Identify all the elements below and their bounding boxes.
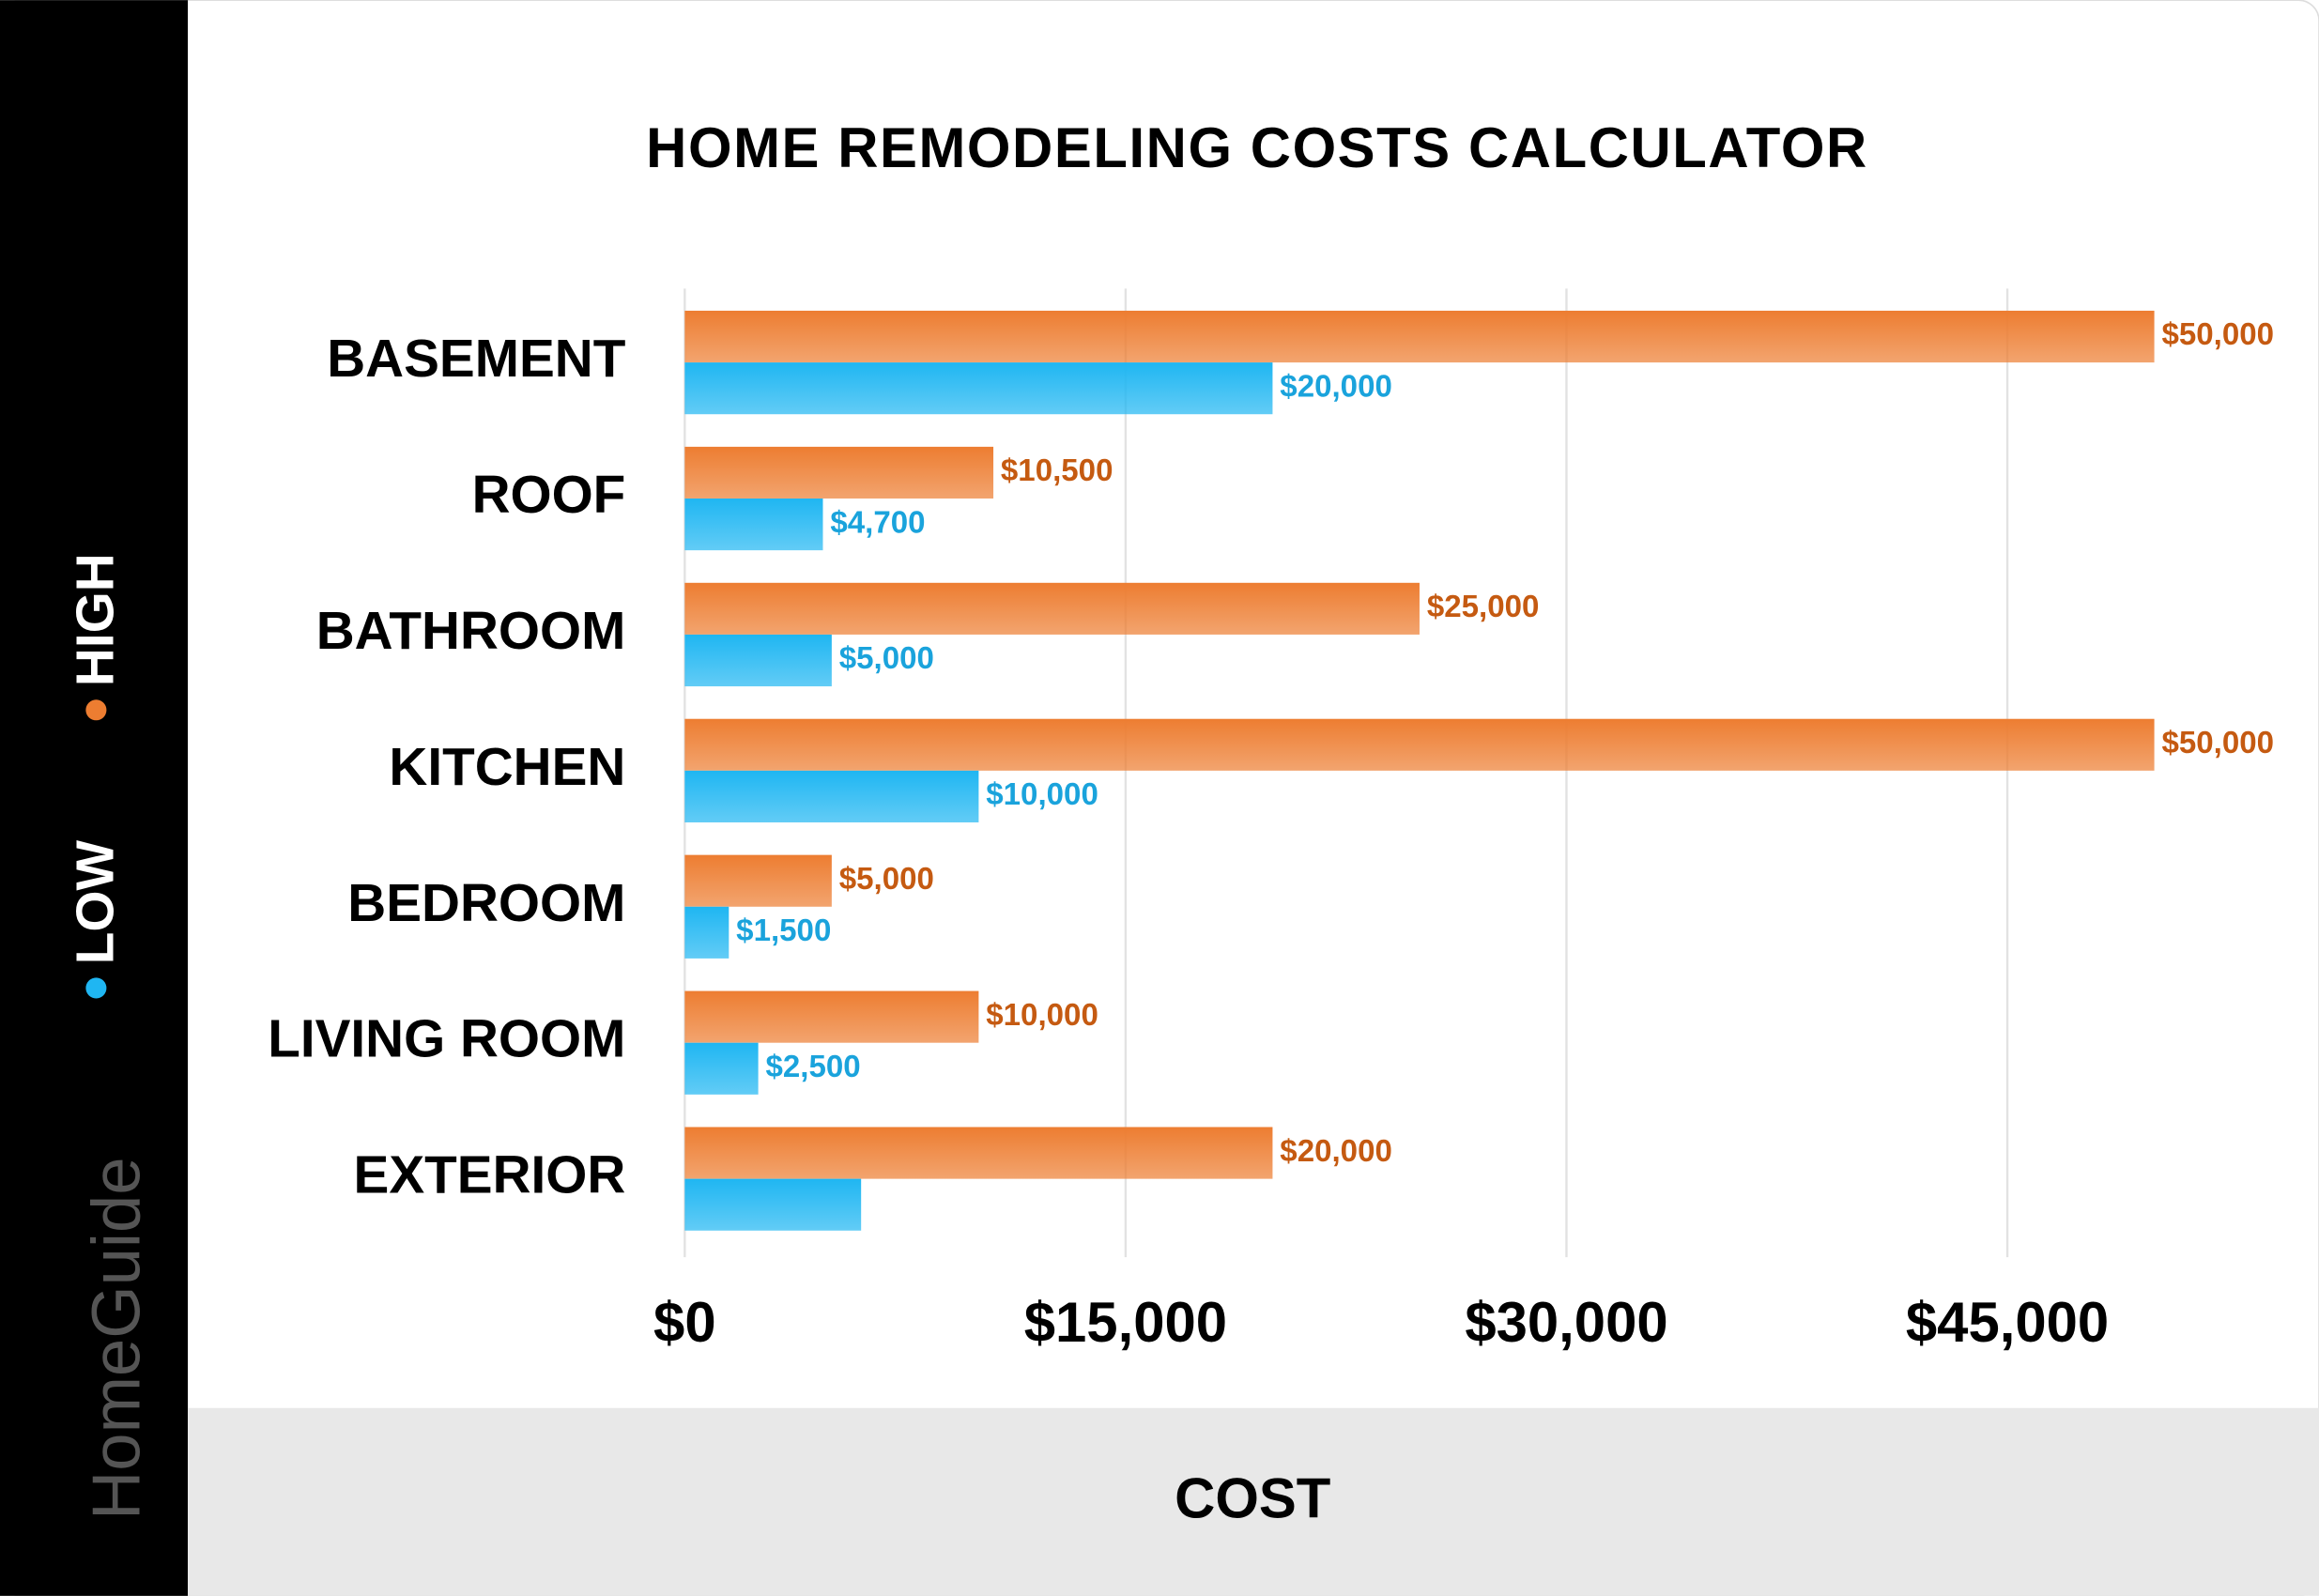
bar (684, 718, 2155, 771)
bar (684, 310, 2155, 363)
y-tick-label: EXTERIOR (354, 1146, 626, 1205)
value-label: $1,500 (736, 913, 831, 948)
bar (684, 854, 832, 907)
sidebar (0, 0, 189, 1596)
value-label: $5,000 (839, 862, 934, 897)
y-tick-label: LIVING ROOM (268, 1010, 625, 1069)
legend: LOW HIGH (67, 553, 126, 999)
value-label: $20,000 (1280, 369, 1392, 404)
value-label: $10,000 (986, 777, 1098, 812)
bar (684, 1178, 862, 1231)
y-tick-label: KITCHEN (389, 738, 625, 797)
y-tick-label: BATHROOM (316, 602, 626, 661)
value-label: $50,000 (2161, 726, 2274, 760)
value-label: $20,000 (1280, 1134, 1392, 1169)
legend-marker (85, 977, 107, 999)
value-label: $2,500 (765, 1050, 860, 1084)
bar (684, 499, 823, 551)
value-label: $10,000 (986, 998, 1098, 1033)
y-tick-label: BASEMENT (327, 330, 625, 389)
value-label: $4,700 (830, 505, 925, 540)
value-label: $5,000 (839, 641, 934, 676)
value-label: $50,000 (2161, 317, 2274, 352)
x-tick-label: $0 (653, 1291, 716, 1354)
value-label: $10,500 (1001, 453, 1113, 488)
axis-band (188, 1407, 2319, 1596)
x-tick-label: $45,000 (1906, 1291, 2109, 1354)
legend-label: HIGH (67, 553, 126, 686)
bar (684, 906, 729, 959)
bar (684, 446, 994, 499)
value-label: $25,000 (1427, 590, 1540, 624)
bar (684, 1042, 759, 1095)
bar (684, 1127, 1273, 1179)
y-tick-label: BEDROOM (347, 874, 625, 933)
branding: HomeGuide (78, 1157, 154, 1520)
bar (684, 770, 979, 822)
y-tick-label: ROOF (472, 466, 626, 525)
x-axis-label: COST (1175, 1466, 1330, 1529)
x-tick-label: $30,000 (1465, 1291, 1667, 1354)
legend-label: LOW (67, 839, 126, 964)
bar (684, 582, 1420, 635)
bar (684, 990, 979, 1043)
x-tick-label: $15,000 (1024, 1291, 1227, 1354)
bar (684, 362, 1273, 415)
legend-marker (85, 699, 107, 721)
chart-title: HOME REMODELING COSTS CALCULATOR (646, 116, 1868, 179)
bar (684, 634, 832, 687)
